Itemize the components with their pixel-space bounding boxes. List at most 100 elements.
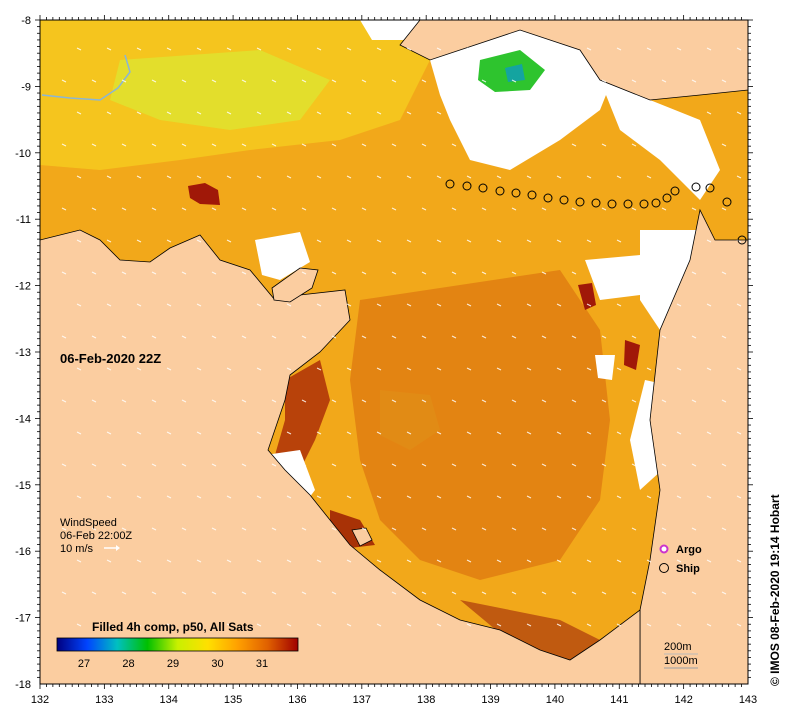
wind-vector xyxy=(151,79,157,83)
wind-vector xyxy=(481,527,487,531)
wind-vector xyxy=(616,111,622,115)
wind-vector xyxy=(151,399,157,403)
wind-vector xyxy=(151,335,157,339)
wind-vector xyxy=(526,367,532,371)
wind-vector xyxy=(106,623,112,627)
wind-vector xyxy=(601,591,607,595)
wind-vector xyxy=(226,367,232,371)
sea-green-tint xyxy=(110,50,330,130)
wind-vector xyxy=(181,271,187,275)
wind-vector xyxy=(226,303,232,307)
longitude-label: 143 xyxy=(739,694,757,706)
wind-vector xyxy=(706,367,712,371)
wind-vector xyxy=(331,591,337,595)
wind-vector xyxy=(91,143,97,147)
wind-vector xyxy=(691,207,697,211)
longitude-label: 134 xyxy=(160,694,178,706)
wind-vector xyxy=(106,111,112,115)
wind-vector xyxy=(721,79,727,83)
wind-vector xyxy=(466,239,472,243)
wind-vector xyxy=(496,431,502,435)
wind-vector xyxy=(406,175,412,179)
wind-vector xyxy=(466,431,472,435)
wind-vector xyxy=(436,175,442,179)
wind-vector xyxy=(436,559,442,563)
wind-vector xyxy=(301,527,307,531)
wind-vector xyxy=(256,559,262,563)
wind-vector xyxy=(706,431,712,435)
wind-vector xyxy=(331,271,337,275)
wind-vector xyxy=(676,175,682,179)
wind-vector xyxy=(511,207,517,211)
wind-vector xyxy=(586,239,592,243)
cloud-gap-west xyxy=(255,232,310,280)
wind-vector xyxy=(706,495,712,499)
wind-vector xyxy=(106,559,112,563)
wind-vector xyxy=(541,399,547,403)
wind-vector xyxy=(721,207,727,211)
ship-position-marker xyxy=(607,199,617,209)
wind-vector xyxy=(166,431,172,435)
latitude-label: -14 xyxy=(15,413,31,425)
wind-vector xyxy=(421,207,427,211)
wind-vector xyxy=(166,239,172,243)
wind-vector xyxy=(481,79,487,83)
latitude-label: -13 xyxy=(15,347,31,359)
wind-title: WindSpeed xyxy=(60,517,117,529)
wind-vector xyxy=(436,111,442,115)
wind-vector xyxy=(496,495,502,499)
colorbar-ticks: 27 28 29 30 31 xyxy=(78,658,268,670)
wind-vector xyxy=(61,271,67,275)
ship-position-marker xyxy=(639,199,649,209)
wind-vector xyxy=(136,495,142,499)
wind-vector xyxy=(316,623,322,627)
wind-vector xyxy=(301,271,307,275)
wind-vector xyxy=(496,47,502,51)
wind-vector xyxy=(736,303,742,307)
sea-hot-coast-south xyxy=(460,600,600,660)
wind-vector xyxy=(526,47,532,51)
wind-vector xyxy=(361,399,367,403)
wind-vector xyxy=(511,591,517,595)
wind-vector xyxy=(301,399,307,403)
wind-vector xyxy=(451,271,457,275)
wind-vector xyxy=(421,143,427,147)
wind-vector xyxy=(646,559,652,563)
wind-vector xyxy=(361,527,367,531)
wind-vector xyxy=(676,239,682,243)
wind-vector xyxy=(331,463,337,467)
gulf-warm-core xyxy=(350,270,610,580)
wind-vector xyxy=(721,591,727,595)
wind-vector xyxy=(286,431,292,435)
wind-vector xyxy=(181,335,187,339)
wind-vector xyxy=(496,175,502,179)
wind-vector xyxy=(121,399,127,403)
wind-vector xyxy=(136,623,142,627)
wind-vector xyxy=(586,495,592,499)
wind-vector xyxy=(376,623,382,627)
wind-vector xyxy=(646,303,652,307)
colorbar-tick-label: 31 xyxy=(256,658,268,670)
wind-vector xyxy=(256,175,262,179)
wind-vector xyxy=(421,271,427,275)
wind-vector xyxy=(586,431,592,435)
wind-vector xyxy=(466,47,472,51)
wind-vector xyxy=(211,143,217,147)
wind-vector xyxy=(106,175,112,179)
wind-vector xyxy=(121,527,127,531)
wind-vector xyxy=(271,527,277,531)
latitude-axis: -8 -9 -10 -11 -12 -13 -14 -15 -16 -17 -18 xyxy=(15,15,753,691)
sea-hot-patch-east-2 xyxy=(624,340,640,370)
wind-vector xyxy=(601,527,607,531)
wind-vector xyxy=(721,463,727,467)
wind-vector xyxy=(721,143,727,147)
wind-vector xyxy=(616,47,622,51)
depth-contour-1000m: 1000m xyxy=(664,655,698,667)
wind-vector xyxy=(151,271,157,275)
wind-vector xyxy=(436,431,442,435)
wind-vector xyxy=(496,367,502,371)
wind-vector xyxy=(166,559,172,563)
wind-vector xyxy=(691,79,697,83)
latitude-label: -12 xyxy=(15,281,31,293)
land-groote-eylandt xyxy=(271,267,319,303)
